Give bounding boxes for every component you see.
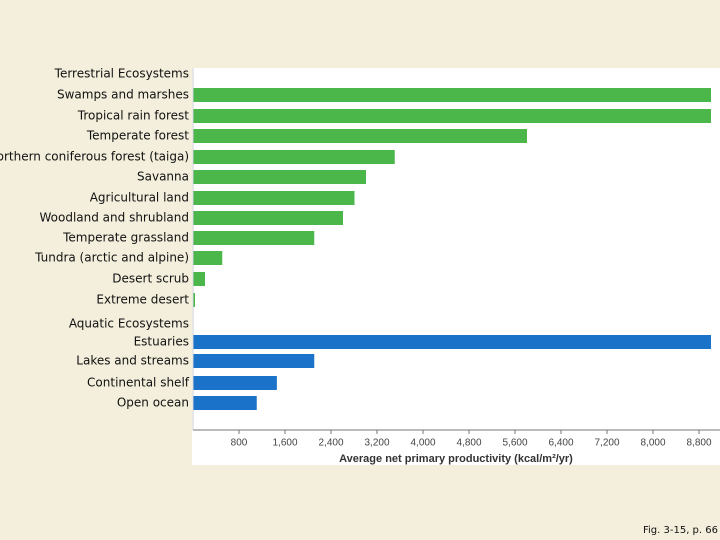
bar-lakes-and-streams bbox=[193, 354, 315, 368]
label-tropical-rain-forest: Tropical rain forest bbox=[77, 109, 190, 123]
bar-tundra-arctic-and-alpine bbox=[193, 251, 223, 265]
x-tick-label: 7,200 bbox=[594, 438, 619, 449]
label-extreme-desert: Extreme desert bbox=[96, 293, 189, 307]
group-header-terrestrial: Terrestrial Ecosystems bbox=[54, 67, 189, 81]
label-desert-scrub: Desert scrub bbox=[112, 272, 189, 286]
bar-swamps-and-marshes bbox=[193, 88, 711, 102]
x-tick-label: 4,000 bbox=[410, 438, 435, 449]
bar-estuaries bbox=[193, 335, 711, 349]
bar-open-ocean bbox=[193, 396, 257, 410]
label-open-ocean: Open ocean bbox=[117, 396, 189, 410]
x-tick-label: 8,000 bbox=[640, 438, 665, 449]
label-continental-shelf: Continental shelf bbox=[87, 376, 190, 390]
x-tick-label: 3,200 bbox=[364, 438, 389, 449]
bar-temperate-grassland bbox=[193, 231, 315, 245]
label-temperate-forest: Temperate forest bbox=[86, 129, 189, 143]
x-ticks: 800 1,600 2,400 3,200 4,000 4,800 5,600 6,400 7,… bbox=[231, 430, 712, 449]
x-axis-label: Average net primary productivity (kcal/m… bbox=[339, 453, 573, 465]
label-tundra-arctic-and-alpine: Tundra (arctic and alpine) bbox=[34, 251, 189, 265]
bar-tropical-rain-forest bbox=[193, 109, 711, 123]
bar-desert-scrub bbox=[193, 272, 205, 286]
label-savanna: Savanna bbox=[137, 170, 189, 184]
x-tick-label: 2,400 bbox=[318, 438, 343, 449]
bar-agricultural-land bbox=[193, 191, 355, 205]
bar-temperate-forest bbox=[193, 129, 527, 143]
x-tick-label: 6,400 bbox=[548, 438, 573, 449]
category-labels: Terrestrial Ecosystems Swamps and marshes… bbox=[0, 67, 190, 410]
x-tick-label: 800 bbox=[231, 438, 248, 449]
x-tick-label: 4,800 bbox=[456, 438, 481, 449]
x-tick-label: 5,600 bbox=[502, 438, 527, 449]
bar-continental-shelf bbox=[193, 376, 277, 390]
x-tick-label: 8,800 bbox=[686, 438, 711, 449]
bar-woodland-and-shrubland bbox=[193, 211, 343, 225]
group-header-aquatic: Aquatic Ecosystems bbox=[69, 317, 189, 331]
label-swamps-and-marshes: Swamps and marshes bbox=[57, 88, 189, 102]
bar-savanna bbox=[193, 170, 366, 184]
label-woodland-and-shrubland: Woodland and shrubland bbox=[39, 211, 189, 225]
label-agricultural-land: Agricultural land bbox=[90, 191, 189, 205]
x-tick-label: 1,600 bbox=[272, 438, 297, 449]
label-temperate-grassland: Temperate grassland bbox=[62, 231, 189, 245]
bars-group bbox=[193, 88, 711, 410]
label-northern-coniferous-forest-taiga: Northern coniferous forest (taiga) bbox=[0, 150, 189, 164]
bar-extreme-desert bbox=[193, 293, 195, 307]
bar-northern-coniferous-forest-taiga bbox=[193, 150, 395, 164]
label-estuaries: Estuaries bbox=[134, 335, 189, 349]
label-lakes-and-streams: Lakes and streams bbox=[76, 354, 189, 368]
plot-panel bbox=[192, 68, 720, 465]
figure-caption: Fig. 3-15, p. 66 bbox=[643, 525, 718, 536]
